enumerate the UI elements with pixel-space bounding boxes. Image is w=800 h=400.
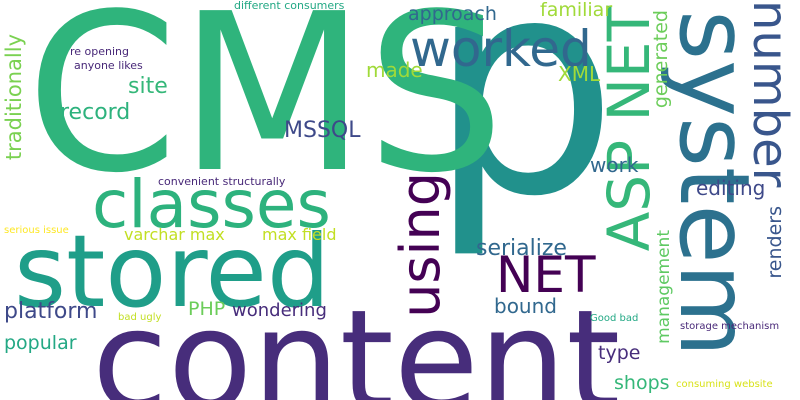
word-good-bad: Good bad bbox=[590, 313, 639, 324]
word-convenient-structurally: convenient structurally bbox=[158, 175, 286, 188]
word-consuming-website: consuming website bbox=[676, 379, 773, 390]
word-using: using bbox=[389, 172, 452, 318]
word-made: made bbox=[366, 58, 423, 82]
word-bound: bound bbox=[494, 294, 557, 318]
word-different-consumers: different consumers bbox=[234, 0, 345, 12]
word-work: work bbox=[590, 153, 639, 177]
word-mssql: MSSQL bbox=[284, 118, 361, 143]
word-net: NET bbox=[496, 246, 596, 304]
word-editing: editing bbox=[696, 176, 766, 200]
word-shops: shops bbox=[614, 372, 670, 394]
word-varchar-max: varchar max bbox=[124, 225, 225, 244]
word-max-field: max field bbox=[262, 225, 337, 244]
word-anyone-likes: anyone likes bbox=[74, 59, 143, 72]
word-approach: approach bbox=[408, 3, 497, 25]
word-number: number bbox=[742, 0, 798, 188]
word-serious-issue: serious issue bbox=[4, 225, 69, 236]
word-site: site bbox=[128, 74, 168, 99]
word-p: p bbox=[428, 0, 619, 262]
word-traditionally: traditionally bbox=[2, 34, 26, 161]
word-xml: XML bbox=[558, 62, 601, 86]
word-worked: worked bbox=[410, 20, 592, 78]
word-serialize: serialize bbox=[476, 236, 567, 261]
word-renders: renders bbox=[764, 206, 786, 279]
word-type: type bbox=[598, 342, 641, 364]
word-php: PHP bbox=[188, 298, 226, 320]
word-cms: CMS bbox=[26, 0, 505, 221]
word-management: management bbox=[654, 230, 674, 344]
word-generated: generated bbox=[650, 10, 672, 109]
word-storage-mechanism: storage mechanism bbox=[680, 321, 780, 332]
word-stored: stored bbox=[14, 213, 331, 330]
word-bad-ugly: bad ugly bbox=[118, 312, 162, 323]
word-platform: platform bbox=[4, 299, 98, 324]
word-content: content bbox=[92, 280, 621, 400]
word-familiar: familiar bbox=[540, 0, 613, 21]
word-re-opening: re opening bbox=[70, 45, 130, 58]
word-popular: popular bbox=[4, 332, 77, 354]
word-record: record bbox=[60, 100, 131, 125]
word-system: system bbox=[658, 10, 770, 358]
word-classes: classes bbox=[92, 166, 331, 243]
word-wondering: wondering bbox=[232, 300, 327, 321]
